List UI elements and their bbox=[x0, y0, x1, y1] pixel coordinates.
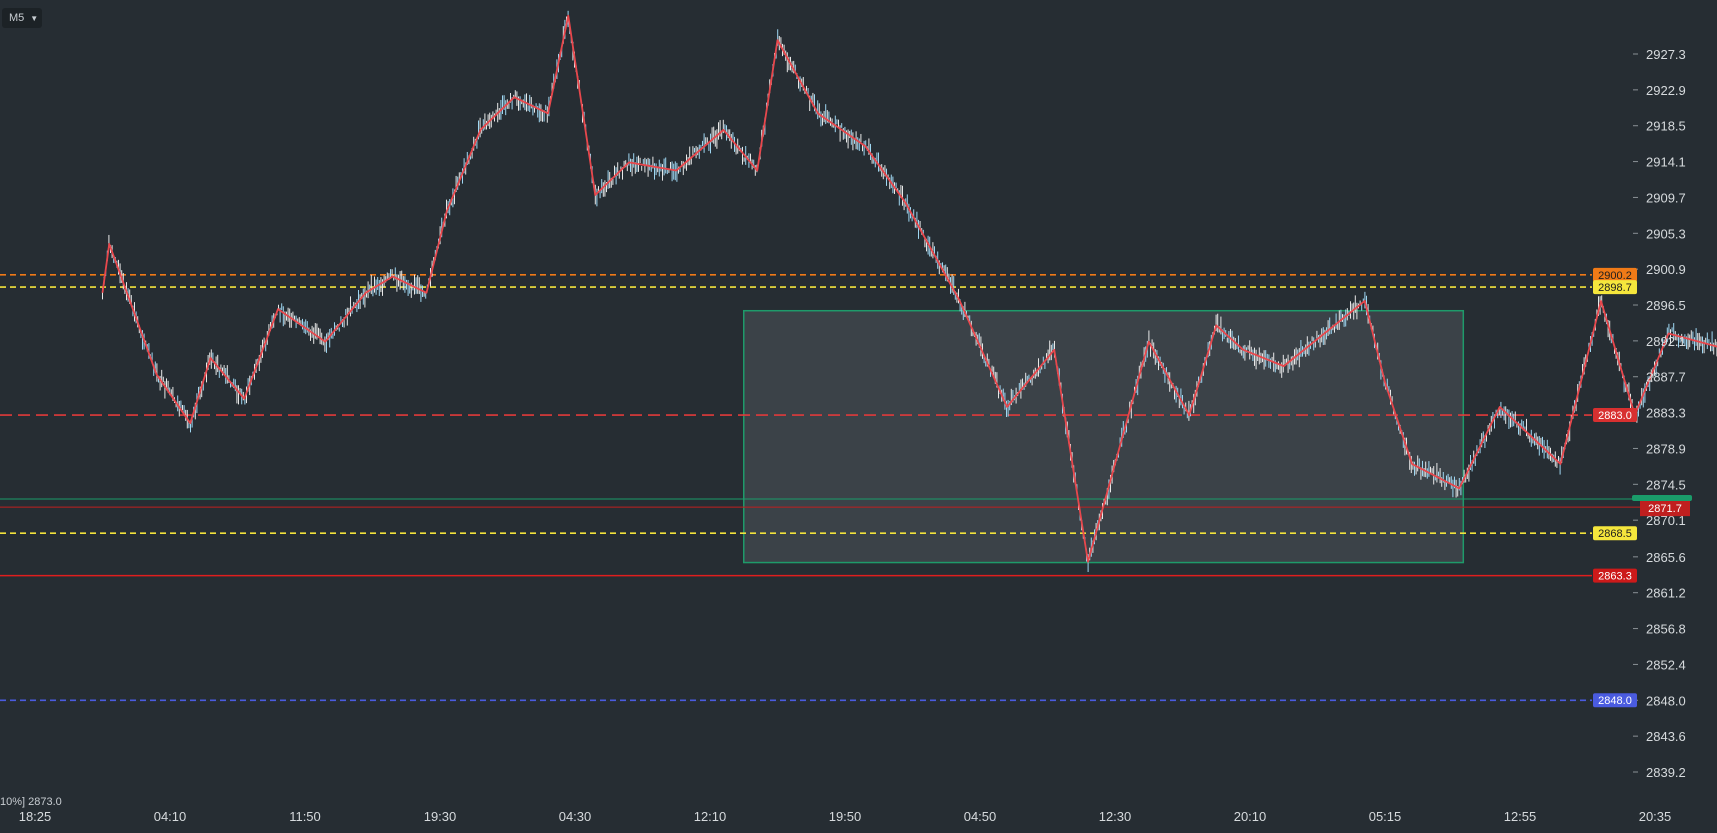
level-tag-5-bg bbox=[1593, 693, 1637, 708]
level-tag-4[interactable]: 2863.3 bbox=[1593, 568, 1637, 583]
y-tick-label: 2914.1 bbox=[1646, 155, 1686, 170]
x-tick-label: 11:50 bbox=[289, 809, 321, 824]
x-tick-label: 05:15 bbox=[1369, 809, 1402, 824]
y-tick-label: 2852.4 bbox=[1646, 657, 1686, 672]
x-tick-label: 04:50 bbox=[964, 809, 997, 824]
x-tick-label: 12:55 bbox=[1504, 809, 1537, 824]
range-box[interactable] bbox=[743, 309, 1465, 564]
level-tag-0-bg bbox=[1593, 267, 1637, 282]
level-tag-0-text: 2900.2 bbox=[1598, 270, 1632, 282]
y-tick-label: 2922.9 bbox=[1646, 83, 1686, 98]
x-tick-label: 04:30 bbox=[559, 809, 592, 824]
y-tick-label: 2892.1 bbox=[1646, 334, 1686, 349]
current-price-tag-bg bbox=[1640, 498, 1690, 517]
y-tick-label: 2905.3 bbox=[1646, 226, 1686, 241]
y-tick-label: 2887.7 bbox=[1646, 370, 1686, 385]
level-tag-2-bg bbox=[1593, 408, 1637, 423]
y-tick-label: 2918.5 bbox=[1646, 119, 1686, 134]
current-price-tag[interactable]: 2871.7 bbox=[1632, 494, 1692, 517]
y-tick-label: 2900.9 bbox=[1646, 262, 1686, 277]
ask-price-tag bbox=[1632, 494, 1692, 501]
level-tag-1[interactable]: 2898.7 bbox=[1593, 280, 1637, 295]
x-tick-label: 12:30 bbox=[1099, 809, 1132, 824]
info-readout: 10%] 2873.0 bbox=[0, 796, 62, 808]
level-tag-2[interactable]: 2883.0 bbox=[1593, 408, 1637, 423]
level-tag-4-bg bbox=[1593, 568, 1637, 583]
y-tick-label: 2861.2 bbox=[1646, 586, 1686, 601]
level-tag-1-bg bbox=[1593, 280, 1637, 295]
timeframe-selector[interactable]: M5 ▼ bbox=[2, 8, 42, 28]
y-tick-label: 2909.7 bbox=[1646, 190, 1686, 205]
current-price-tag-text: 2871.7 bbox=[1648, 503, 1682, 515]
level-tag-5-text: 2848.0 bbox=[1598, 695, 1632, 707]
y-tick-label: 2870.1 bbox=[1646, 513, 1686, 528]
level-tag-3-text: 2868.5 bbox=[1598, 528, 1632, 540]
y-tick-label: 2927.3 bbox=[1646, 47, 1686, 62]
chevron-down-icon: ▼ bbox=[30, 13, 39, 23]
y-tick-label: 2874.5 bbox=[1646, 477, 1686, 492]
level-tag-0[interactable]: 2900.2 bbox=[1593, 267, 1637, 282]
y-tick-label: 2896.5 bbox=[1646, 298, 1686, 313]
y-tick-label: 2878.9 bbox=[1646, 441, 1686, 456]
x-tick-label: 04:10 bbox=[154, 809, 187, 824]
x-tick-label: 18:25 bbox=[19, 809, 52, 824]
level-tag-1-text: 2898.7 bbox=[1598, 282, 1632, 294]
x-tick-label: 12:10 bbox=[694, 809, 727, 824]
x-tick-label: 20:10 bbox=[1234, 809, 1267, 824]
x-tick-label: 19:50 bbox=[829, 809, 862, 824]
x-tick-label: 20:35 bbox=[1639, 809, 1672, 824]
y-tick-label: 2839.2 bbox=[1646, 765, 1686, 780]
level-tag-3-bg bbox=[1593, 526, 1637, 541]
level-tag-3[interactable]: 2868.5 bbox=[1593, 526, 1637, 541]
series-line[interactable] bbox=[101, 14, 1717, 563]
level-tag-5[interactable]: 2848.0 bbox=[1593, 693, 1637, 708]
timeframe-label: M5 bbox=[9, 12, 25, 24]
y-tick-label: 2883.3 bbox=[1646, 406, 1686, 421]
y-tick-label: 2848.0 bbox=[1646, 693, 1686, 708]
y-tick-label: 2843.6 bbox=[1646, 729, 1686, 744]
level-tag-2-text: 2883.0 bbox=[1598, 410, 1632, 422]
x-tick-label: 19:30 bbox=[424, 809, 457, 824]
y-tick-label: 2856.8 bbox=[1646, 622, 1686, 637]
y-tick-label: 2865.6 bbox=[1646, 550, 1686, 565]
level-tag-4-text: 2863.3 bbox=[1598, 571, 1632, 583]
